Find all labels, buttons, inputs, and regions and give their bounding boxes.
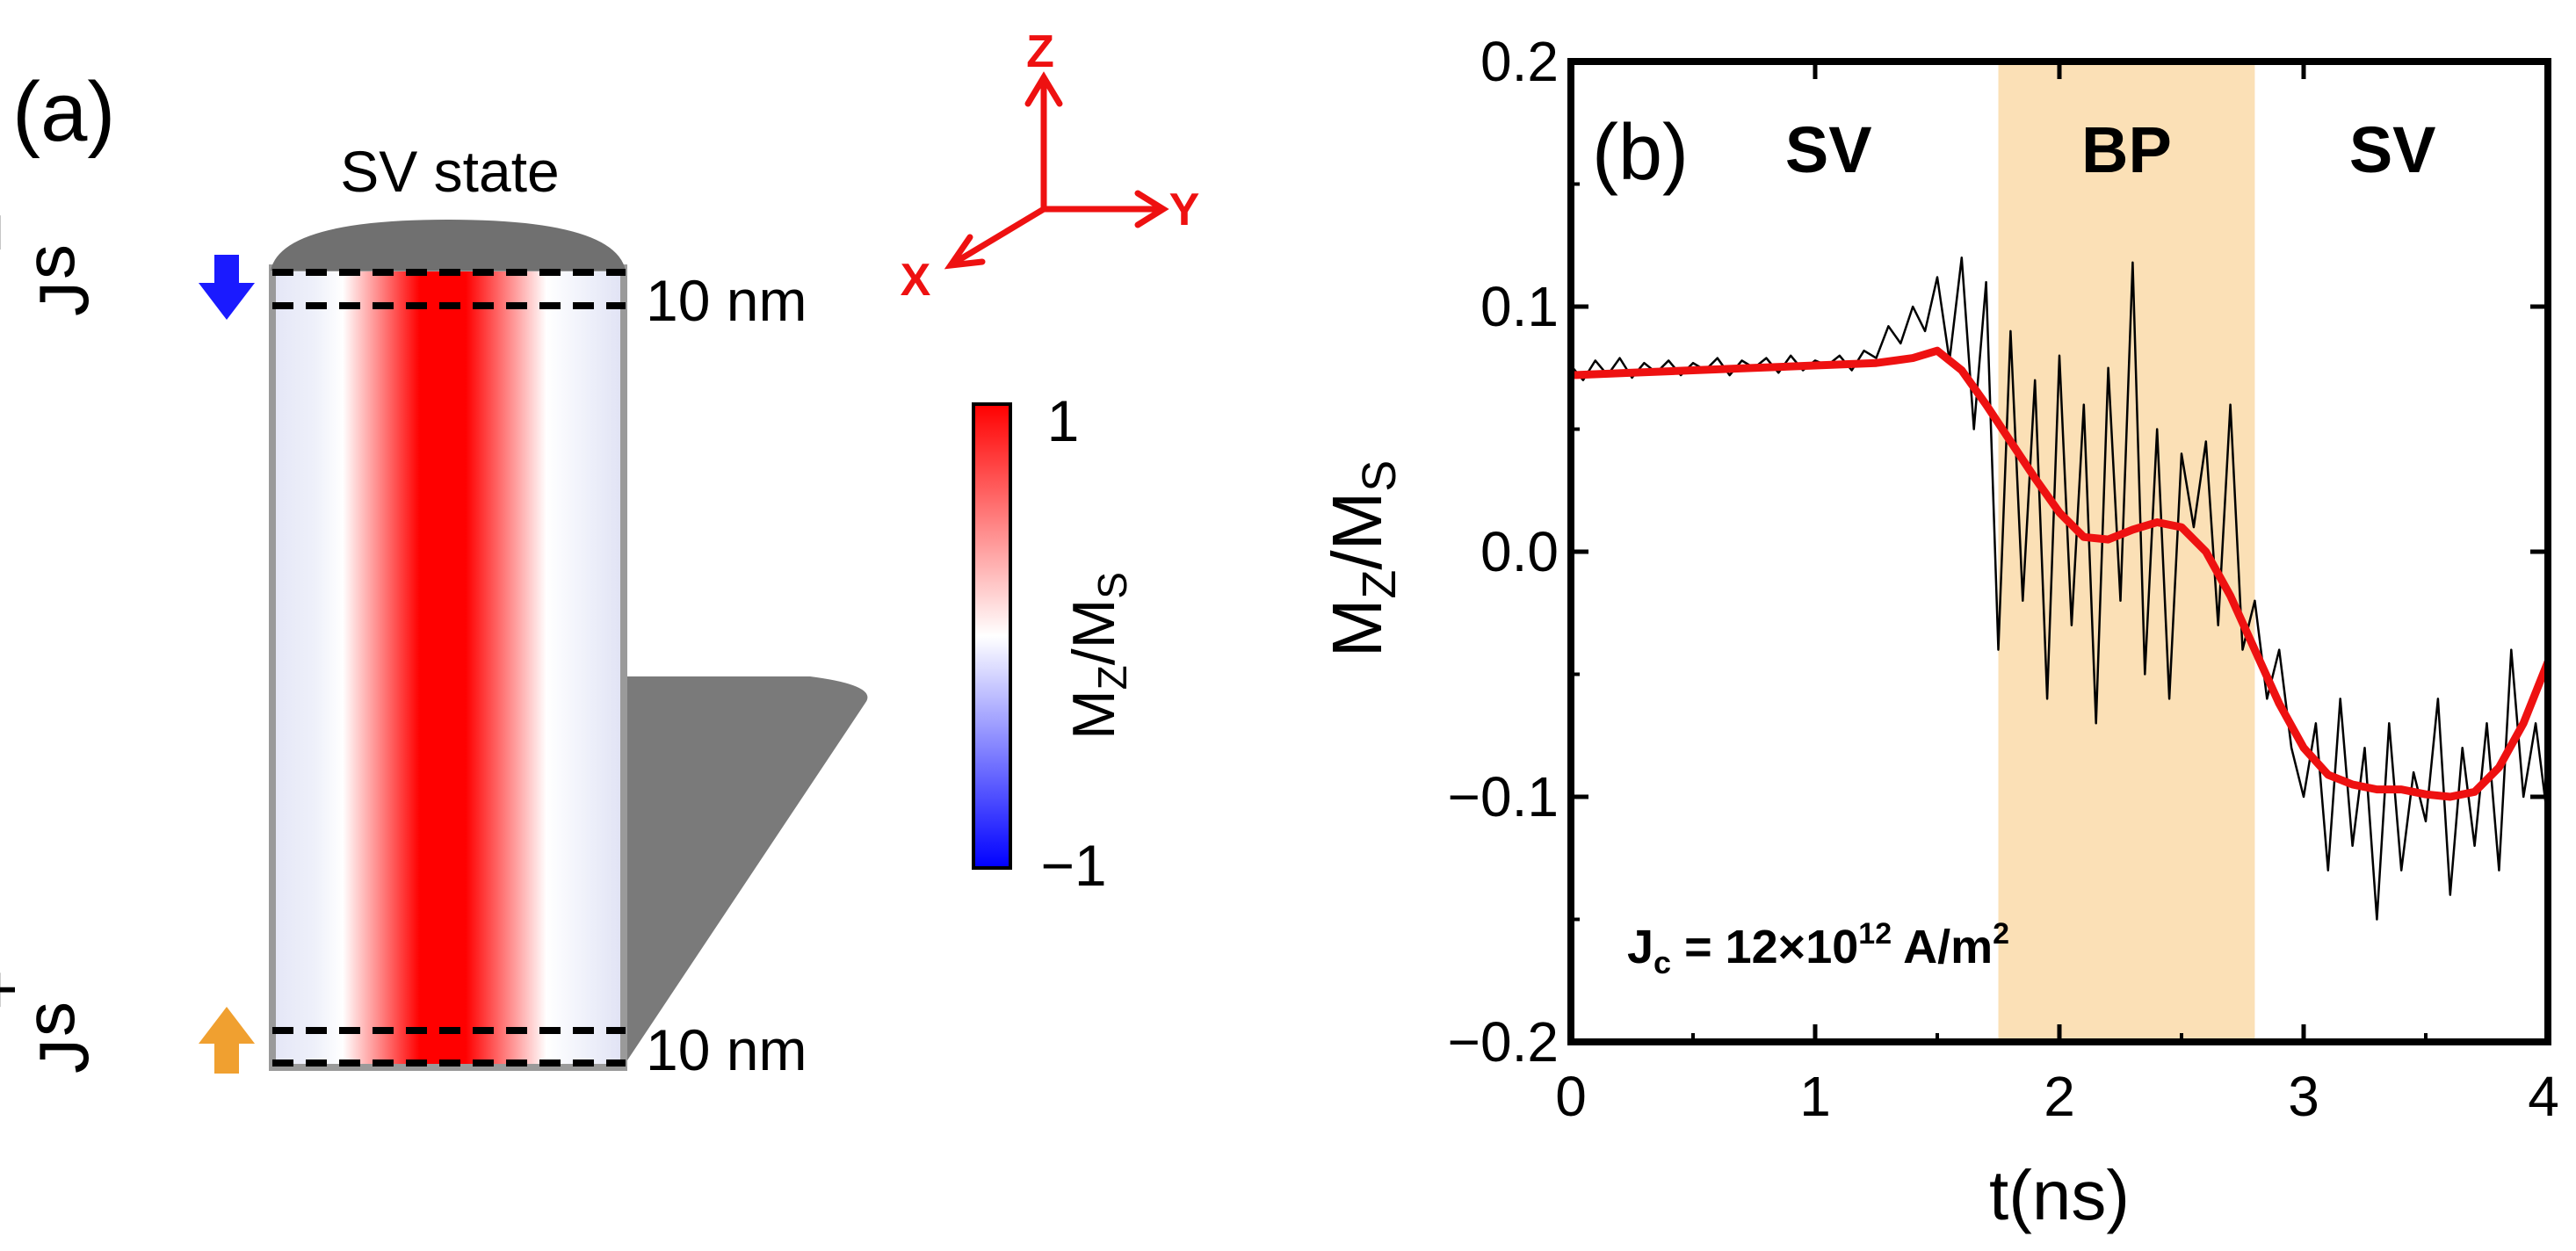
panel-a-label: (a) xyxy=(12,65,115,159)
colorbar-max-label: 1 xyxy=(1047,388,1080,453)
panel-b-label: (b) xyxy=(1592,109,1689,197)
y-tick-label: 0.0 xyxy=(1480,520,1559,583)
axis-z-label: Z xyxy=(1026,26,1054,77)
cylinder-shadow xyxy=(626,676,868,1063)
region-label-2: SV xyxy=(2349,113,2436,186)
region-label-1: BP xyxy=(2081,113,2172,186)
x-tick-label: 4 xyxy=(2528,1065,2559,1128)
x-tick-label: 2 xyxy=(2044,1065,2075,1128)
arrow-down-icon xyxy=(199,255,255,320)
x-tick-label: 1 xyxy=(1799,1065,1831,1128)
colorbar-title: MZ/MS xyxy=(1060,572,1135,740)
series xyxy=(1571,256,2548,921)
x-axis-title: t(ns) xyxy=(1989,1156,2130,1234)
ticks xyxy=(1568,59,2551,1045)
top-current-label: Js− xyxy=(0,212,103,316)
axis-y-label: Y xyxy=(1169,184,1200,235)
layer-lines xyxy=(272,269,626,1067)
region-shading xyxy=(1998,61,2255,1042)
region-labels: SV BP SV xyxy=(1785,113,2436,186)
top-thickness-label: 10 nm xyxy=(646,268,807,333)
region-label-0: SV xyxy=(1785,113,1872,186)
axis-x-label: X xyxy=(901,255,931,306)
y-axis-title: MZ/MS xyxy=(1318,460,1406,658)
current-density-annotation: Jc = 12×1012 A/m2 xyxy=(1627,917,2009,980)
arrow-up-icon xyxy=(199,1007,255,1074)
bottom-thickness-label: 10 nm xyxy=(646,1017,807,1082)
x-tick-label: 3 xyxy=(2288,1065,2319,1128)
colorbar-min-label: −1 xyxy=(1040,833,1106,898)
axes-triad xyxy=(944,71,1169,270)
y-tick-label: −0.1 xyxy=(1448,765,1559,828)
bottom-current-label: Js+ xyxy=(0,969,103,1074)
x-tick-label: 0 xyxy=(1555,1065,1587,1128)
state-title: SV state xyxy=(340,139,559,204)
colorbar xyxy=(972,402,1012,870)
panel-a: (a) SV state 10 nm 10 nm Js− Js+ xyxy=(0,26,1199,1082)
y-tick-label: 0.2 xyxy=(1480,30,1559,93)
panel-b: 0 1 2 3 40.20.10.0−0.1−0.2 SV BP SV (b) t(ns) … xyxy=(1318,30,2559,1234)
y-tick-label: −0.2 xyxy=(1448,1010,1559,1074)
cylinder xyxy=(269,220,627,1071)
cylinder-top-cap xyxy=(271,220,626,271)
region-bp-shade xyxy=(1998,61,2255,1042)
y-tick-label: 0.1 xyxy=(1480,275,1559,338)
tick-labels: 0 1 2 3 4 0.2 0.1 0.0 −0.1 −0.2 xyxy=(1448,30,2559,1128)
series-smoothed xyxy=(1571,346,2548,801)
